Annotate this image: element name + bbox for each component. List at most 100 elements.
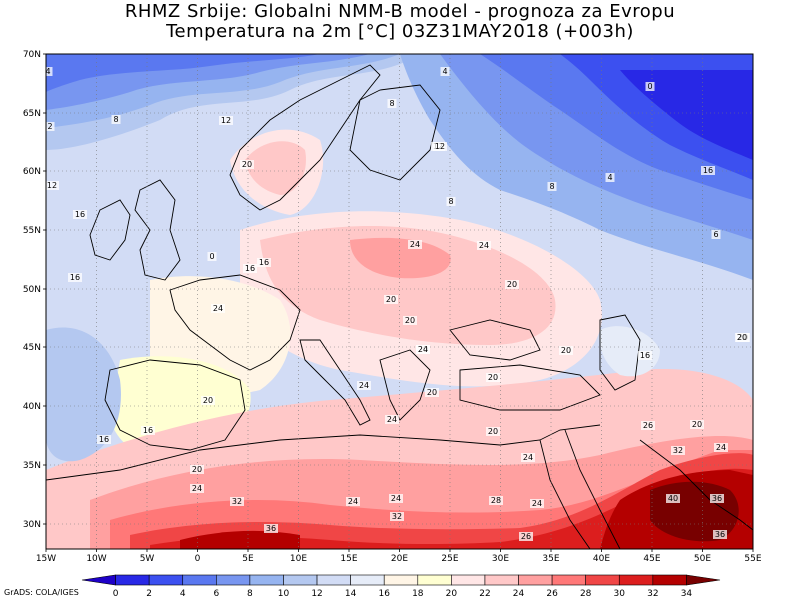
contour-label: 8 [549, 182, 554, 191]
lon-label: 55E [744, 554, 761, 564]
contour-label: 24 [418, 345, 428, 354]
colorbar-tick-label: 8 [247, 589, 253, 599]
lon-label: 10W [86, 554, 106, 564]
contour-label: 24 [716, 443, 726, 452]
contour-label-bg [425, 388, 439, 397]
colorbar-swatch [182, 574, 217, 586]
contour-label: 16 [75, 210, 85, 219]
coastline-caspian [599, 314, 641, 391]
contour-label: 36 [266, 524, 276, 533]
contour-label-bg [519, 532, 533, 541]
contour-label-bg [68, 273, 82, 282]
coastline-iberia [104, 359, 246, 451]
field-algeria-34 [180, 530, 300, 549]
contour-label: 20 [488, 427, 498, 436]
contour-label: 32 [673, 446, 683, 455]
colorbar-tick-label: 10 [278, 589, 290, 599]
coastline-greece [379, 349, 431, 421]
contour-label: 16 [143, 426, 153, 435]
colorbar-swatch [585, 574, 620, 586]
lon-label: 45E [643, 554, 660, 564]
lat-label: 70N [23, 50, 41, 60]
lon-label: 20E [391, 554, 408, 564]
contour-label: 2 [47, 122, 52, 131]
contour-label-bg [505, 280, 519, 289]
latitude-labels: 70N 65N 60N 55N 50N 45N 40N 35N 30N [23, 50, 46, 530]
contour-label: 40 [668, 494, 678, 503]
contour-label-bg [190, 484, 204, 493]
contour-label-bg [387, 99, 397, 108]
colorbar-swatch [652, 574, 687, 586]
contour-label: 26 [521, 532, 531, 541]
coastline-black-sea [449, 319, 541, 361]
contour-label-bg [243, 264, 257, 273]
contour-label-bg [714, 443, 728, 452]
coastline-france [169, 274, 301, 371]
contour-label: 12 [47, 181, 57, 190]
contour-label-bg [257, 258, 271, 267]
lon-label: 10E [290, 554, 307, 564]
contour-label: 24 [391, 494, 401, 503]
contour-label: 20 [192, 465, 202, 474]
lon-label: 5W [140, 554, 155, 564]
contour-label: 24 [359, 381, 369, 390]
contour-label: 26 [643, 421, 653, 430]
coastline-red-sea-east [564, 429, 621, 549]
contour-label: 24 [523, 453, 533, 462]
contour-label-bg [357, 381, 371, 390]
contour-label-bg [45, 122, 55, 131]
field-caspian-16 [599, 326, 660, 377]
contour-label-bg [547, 182, 557, 191]
contour-label-bg [385, 415, 399, 424]
colorbar-swatch [451, 574, 486, 586]
contour-label-bg [489, 496, 503, 505]
contour-label: 16 [245, 264, 255, 273]
contour-label-bg [486, 427, 500, 436]
contour-label: 16 [259, 258, 269, 267]
contour-label: 8 [389, 99, 394, 108]
colorbar-swatch [249, 574, 284, 586]
contour-label-bg [230, 497, 244, 506]
contour-label-bg [264, 524, 278, 533]
contour-label-bg [346, 497, 360, 506]
colorbar-swatch [518, 574, 553, 586]
lat-label: 50N [23, 285, 41, 295]
colorbar-tick-label: 12 [311, 589, 322, 599]
contour-label: 20 [203, 396, 213, 405]
contour-label-bg [219, 116, 233, 125]
lon-label: 25E [441, 554, 458, 564]
contour-label-bg [521, 453, 535, 462]
contour-label: 24 [410, 240, 420, 249]
field-centraleurope-24 [260, 225, 556, 345]
contour-label: 16 [70, 273, 80, 282]
colorbar-tick-label: 32 [647, 589, 658, 599]
lon-label: 0 [195, 554, 201, 564]
contour-label-bg [440, 67, 450, 76]
colorbar-tick-label: 18 [412, 589, 424, 599]
contour-label: 24 [479, 241, 489, 250]
contour-label-bg [211, 304, 225, 313]
contour-label-bg [486, 373, 500, 382]
colorbar-tick-label: 20 [446, 589, 458, 599]
contour-label: 0 [209, 252, 214, 261]
contour-label-bg [690, 420, 704, 429]
contour-label: 20 [488, 373, 498, 382]
colorbar-swatch [484, 574, 519, 586]
lat-label: 35N [23, 461, 41, 471]
coastlines [46, 64, 753, 549]
field-africa-32 [150, 468, 753, 549]
colorbar-swatch [148, 574, 184, 586]
contour-label: 16 [703, 166, 713, 175]
colorbar-swatch [115, 574, 150, 586]
contour-label: 4 [442, 67, 447, 76]
field-atlantic-12 [46, 327, 121, 462]
contour-label: 36 [715, 530, 725, 539]
contour-label-bg [641, 421, 655, 430]
contour-label-bg [710, 494, 724, 503]
lat-label: 45N [23, 343, 41, 353]
contour-label-bg [711, 230, 721, 239]
contour-label: 20 [737, 333, 747, 342]
map-title-line2: Temperatura na 2m [°C] 03Z31MAY2018 (+00… [166, 21, 634, 42]
contour-label-bg [45, 181, 59, 190]
colorbar-swatch [283, 574, 318, 586]
